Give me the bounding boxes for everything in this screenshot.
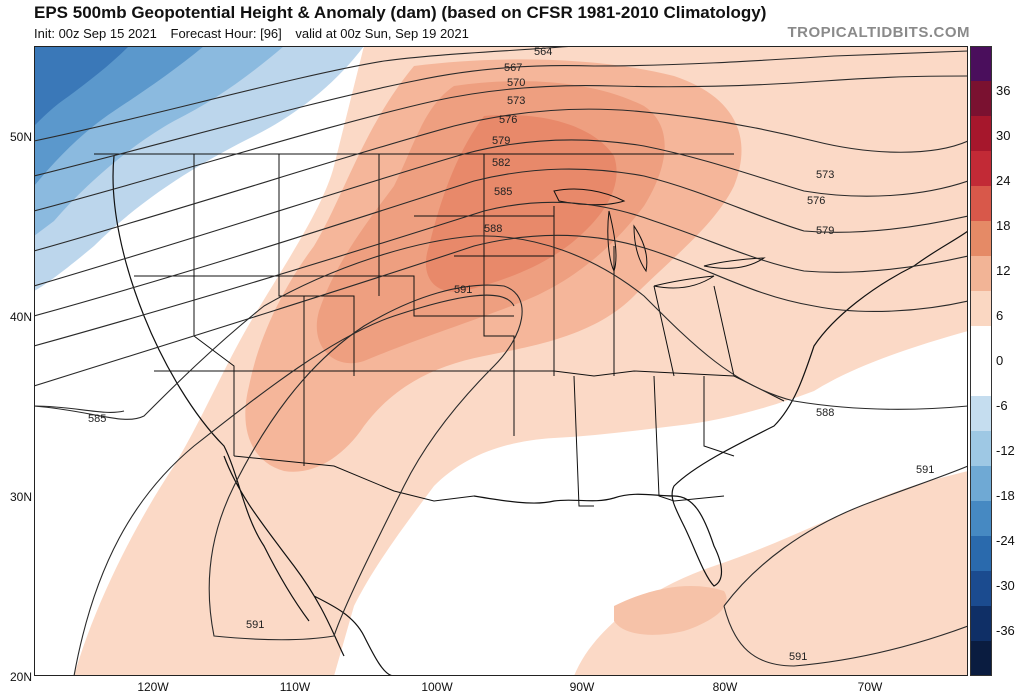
colorbar-swatch	[970, 256, 992, 292]
colorbar-tick-label: 12	[996, 263, 1011, 278]
colorbar-frame	[970, 46, 992, 676]
colorbar-tick-label: 0	[996, 353, 1004, 368]
contour-label-582: 582	[492, 157, 510, 169]
lon-label-120w: 120W	[137, 680, 169, 694]
colorbar-swatch	[970, 326, 992, 362]
colorbar-tick-label: 30	[996, 128, 1011, 143]
map-panel: 564 567 570 573 576 579 582 585 588 591 …	[34, 46, 968, 676]
contour-label-573: 573	[507, 95, 525, 107]
lon-label-110w: 110W	[279, 680, 311, 694]
colorbar-tick-label: 6	[996, 308, 1004, 323]
positive-anomaly-south-mid	[614, 586, 727, 635]
colorbar-tick-label: -36	[996, 623, 1015, 638]
contour-label-585: 585	[494, 186, 512, 198]
colorbar-swatch	[970, 151, 992, 187]
contour-label-576: 576	[499, 114, 517, 126]
coastline	[112, 155, 968, 676]
colorbar-swatch	[970, 221, 992, 257]
contour-label-579-east: 579	[816, 225, 834, 237]
colorbar-swatch	[970, 116, 992, 152]
contour-label-579: 579	[492, 135, 510, 147]
lon-label-80w: 80W	[712, 680, 738, 694]
site-watermark: TROPICALTIDBITS.COM	[787, 24, 970, 41]
lat-label-20n: 20N	[9, 670, 32, 684]
colorbar	[970, 46, 992, 677]
colorbar-swatch	[970, 396, 992, 432]
anomaly-map: 564 567 570 573 576 579 582 585 588 591 …	[34, 46, 968, 676]
colorbar-tick-label: -18	[996, 488, 1015, 503]
colorbar-swatch	[970, 46, 992, 82]
lon-label-70w: 70W	[857, 680, 883, 694]
colorbar-swatch	[970, 361, 992, 397]
chart-title: EPS 500mb Geopotential Height & Anomaly …	[34, 3, 767, 22]
colorbar-tick-label: -6	[996, 398, 1008, 413]
contour-label-570: 570	[507, 77, 525, 89]
positive-anomaly-core	[425, 115, 617, 292]
negative-anomaly-core	[34, 46, 129, 126]
colorbar-tick-label: -30	[996, 578, 1015, 593]
colorbar-tick-label: 36	[996, 83, 1011, 98]
lat-label-40n: 40N	[9, 310, 32, 324]
colorbar-tick-label: -24	[996, 533, 1015, 548]
map-frame	[34, 46, 968, 676]
colorbar-swatch	[970, 501, 992, 537]
contour-label-591-carib: 591	[789, 651, 807, 663]
init-time: Init: 00z Sep 15 2021	[34, 26, 157, 41]
lat-label-50n: 50N	[9, 130, 32, 144]
colorbar-tick-label: -12	[996, 443, 1015, 458]
forecast-hour: Forecast Hour: [96]	[170, 26, 282, 41]
colorbar-swatch	[970, 466, 992, 502]
colorbar-swatch	[970, 641, 992, 677]
colorbar-swatch	[970, 536, 992, 572]
contour-label-591-east: 591	[916, 464, 934, 476]
lat-label-30n: 30N	[9, 490, 32, 504]
colorbar-swatch	[970, 186, 992, 222]
lon-label-90w: 90W	[569, 680, 595, 694]
contour-label-576-east: 576	[807, 195, 825, 207]
colorbar-tick-label: 24	[996, 173, 1011, 188]
colorbar-swatch	[970, 606, 992, 642]
contour-label-567: 567	[504, 62, 522, 74]
contour-label-591: 591	[454, 284, 472, 296]
colorbar-tick-label: 18	[996, 218, 1011, 233]
colorbar-swatch	[970, 81, 992, 117]
colorbar-swatch	[970, 291, 992, 327]
contour-label-573-east: 573	[816, 169, 834, 181]
contour-label-588: 588	[484, 223, 502, 235]
height-contours	[34, 46, 968, 676]
contour-labels: 564 567 570 573 576 579 582 585 588 591 …	[88, 46, 934, 663]
colorbar-swatch	[970, 571, 992, 607]
chart-subtitle: Init: 00z Sep 15 2021 Forecast Hour: [96…	[34, 26, 479, 41]
contour-label-564: 564	[534, 46, 552, 58]
lon-label-100w: 100W	[421, 680, 453, 694]
valid-time: valid at 00z Sun, Sep 19 2021	[295, 26, 469, 41]
colorbar-swatches	[970, 46, 992, 677]
contour-label-591-mexico: 591	[246, 619, 264, 631]
contour-label-588-east: 588	[816, 407, 834, 419]
positive-anomaly-light	[74, 46, 968, 676]
contour-label-585-west: 585	[88, 413, 106, 425]
colorbar-swatch	[970, 431, 992, 467]
